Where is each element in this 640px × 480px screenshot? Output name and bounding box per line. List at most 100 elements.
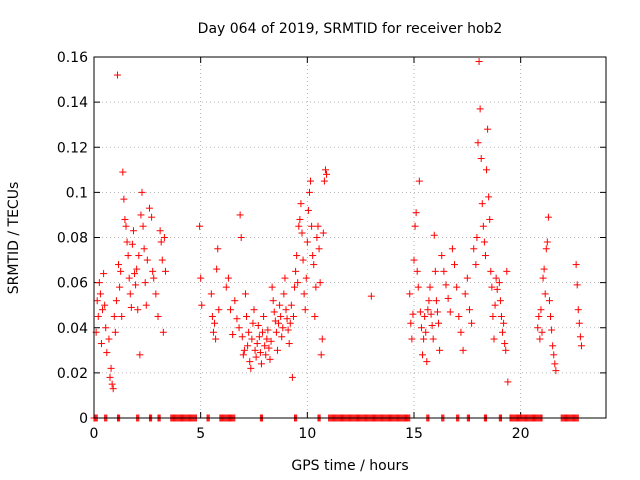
data-point (260, 312, 268, 320)
data-point (249, 319, 257, 327)
data-point (430, 231, 438, 239)
data-point (245, 328, 253, 336)
y-tick-label: 0.02 (57, 366, 88, 382)
data-point (304, 206, 312, 214)
data-point (488, 283, 496, 291)
data-point (116, 283, 124, 291)
data-point (309, 252, 317, 260)
data-point (448, 245, 456, 253)
y-axis-label: SRMTID / TECUs (6, 182, 22, 295)
data-point (128, 240, 136, 248)
data-point (99, 306, 107, 314)
data-point (305, 188, 313, 196)
data-point (444, 294, 452, 302)
data-point (259, 328, 267, 336)
data-point (408, 335, 416, 343)
data-point (487, 267, 495, 275)
data-point (302, 274, 310, 282)
data-point (296, 215, 304, 223)
data-point (243, 312, 251, 320)
data-point (145, 204, 153, 212)
data-point (299, 256, 307, 264)
data-point (132, 281, 140, 289)
data-point (432, 297, 440, 305)
data-point (574, 306, 582, 314)
data-point (241, 290, 249, 298)
data-point (233, 315, 241, 323)
data-point (140, 245, 148, 253)
data-point (427, 310, 435, 318)
data-point (435, 319, 443, 327)
data-point (496, 297, 504, 305)
data-point (538, 328, 546, 336)
data-point (250, 306, 258, 314)
data-point (239, 351, 247, 359)
data-point (314, 222, 322, 230)
data-point (502, 346, 510, 354)
data-point (135, 252, 143, 260)
data-point (472, 261, 480, 269)
data-point (149, 267, 157, 275)
data-point (478, 200, 486, 208)
y-tick-label: 0.08 (57, 231, 88, 247)
data-point (312, 283, 320, 291)
data-point (196, 222, 204, 230)
data-point (278, 333, 286, 341)
data-point (101, 301, 109, 309)
data-point (320, 177, 328, 185)
data-point (102, 324, 110, 332)
data-point (491, 301, 499, 309)
data-point (125, 274, 133, 282)
data-point (301, 306, 309, 314)
data-point (231, 297, 239, 305)
data-point (440, 267, 448, 275)
data-point (293, 252, 301, 260)
data-point (261, 342, 269, 350)
data-point (110, 312, 118, 320)
data-point (414, 283, 422, 291)
data-point (275, 319, 283, 327)
x-tick-label: 5 (196, 426, 205, 442)
data-point (534, 324, 542, 332)
data-point (148, 213, 156, 221)
data-point (229, 331, 237, 339)
data-point (276, 301, 284, 309)
data-point (97, 340, 105, 348)
data-point (294, 279, 302, 287)
data-point (253, 340, 261, 348)
data-point (237, 234, 245, 241)
data-point (267, 337, 275, 345)
data-point (436, 346, 444, 354)
data-point (197, 274, 205, 282)
data-point (257, 360, 265, 368)
data-point (264, 326, 272, 334)
data-point (133, 265, 141, 273)
data-point (300, 290, 308, 298)
data-point (480, 238, 488, 246)
data-point (150, 274, 158, 282)
data-point (542, 245, 550, 253)
data-point (497, 312, 505, 320)
data-point (105, 335, 113, 343)
data-point (224, 274, 232, 282)
data-point (298, 229, 306, 237)
data-point (407, 319, 415, 327)
data-point (483, 166, 491, 174)
data-point (159, 328, 167, 336)
data-point (285, 340, 293, 348)
data-point (313, 234, 321, 241)
data-point (106, 373, 114, 381)
data-point (213, 265, 221, 273)
data-point (410, 256, 418, 264)
data-point (416, 308, 424, 316)
plot-frame (93, 56, 607, 419)
data-point (406, 290, 414, 298)
data-point (473, 234, 481, 241)
data-point (289, 312, 297, 320)
data-point (490, 335, 498, 343)
data-point (493, 285, 501, 293)
y-tick-label: 0.1 (66, 185, 88, 201)
data-point (535, 312, 543, 320)
data-point (134, 306, 142, 314)
data-point (265, 344, 273, 352)
